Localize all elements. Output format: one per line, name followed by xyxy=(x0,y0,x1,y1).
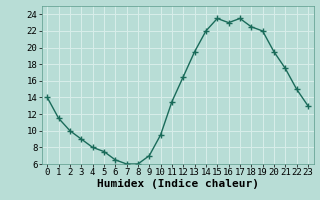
X-axis label: Humidex (Indice chaleur): Humidex (Indice chaleur) xyxy=(97,179,259,189)
